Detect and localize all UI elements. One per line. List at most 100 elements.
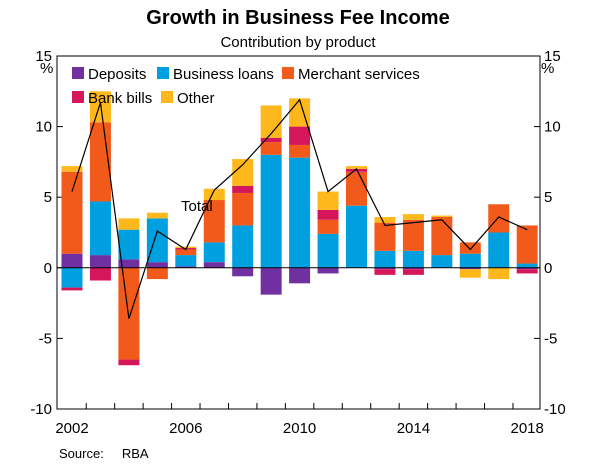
bar-segment bbox=[89, 267, 111, 281]
legend-label-other: Other bbox=[177, 90, 215, 107]
bar-segment bbox=[260, 137, 282, 143]
bar-segment bbox=[374, 269, 396, 275]
legend-swatch-business-loans bbox=[157, 67, 169, 79]
bar-segment bbox=[89, 201, 111, 256]
bar-segment bbox=[431, 215, 453, 217]
bar-segment bbox=[516, 269, 538, 274]
source-note: Source: RBA bbox=[59, 446, 149, 461]
y-tick-label-right: -5 bbox=[544, 330, 557, 347]
legend-label-business-loans: Business loans bbox=[173, 66, 274, 83]
bar-segment bbox=[232, 185, 254, 193]
legend-swatch-merchant-services bbox=[282, 67, 294, 79]
bar-segment bbox=[232, 267, 254, 277]
bar-segment bbox=[118, 359, 140, 366]
bar-segment bbox=[118, 259, 140, 268]
y-tick-label-right: 15 bbox=[544, 48, 561, 65]
bar-segment bbox=[374, 267, 396, 270]
bar-segment bbox=[488, 204, 510, 233]
x-tick-label: 2002 bbox=[55, 420, 88, 437]
axis-ticks bbox=[57, 55, 540, 410]
bar-segment bbox=[289, 126, 311, 145]
bar-segment bbox=[346, 168, 367, 172]
bar-segment bbox=[146, 212, 168, 219]
bar-segment bbox=[232, 225, 254, 268]
bar-segment bbox=[175, 246, 197, 249]
bar-segment bbox=[317, 267, 339, 274]
y-tick-label-right: 0 bbox=[544, 260, 552, 277]
bar-segment bbox=[89, 255, 111, 268]
bar-segment bbox=[317, 191, 339, 210]
legend-swatch-other bbox=[161, 91, 173, 103]
bar-segment bbox=[317, 233, 339, 268]
bar-segment bbox=[431, 216, 453, 256]
y-tick-label-left: 15 bbox=[35, 48, 52, 65]
bar-segment bbox=[203, 242, 225, 263]
bar-segment bbox=[175, 249, 197, 256]
y-tick-label-left: 0 bbox=[44, 260, 52, 277]
bar-segment bbox=[402, 267, 424, 270]
bar-segment bbox=[61, 166, 83, 172]
bar-segment bbox=[459, 253, 481, 268]
bar-segment bbox=[431, 255, 453, 268]
bar-segment bbox=[232, 192, 254, 226]
legend-swatch-deposits bbox=[72, 67, 84, 79]
bar-segment bbox=[374, 222, 396, 251]
y-unit-left: % bbox=[40, 60, 53, 77]
bar-segment bbox=[516, 263, 538, 268]
bar-segment bbox=[260, 105, 282, 138]
bar-segment bbox=[402, 214, 424, 220]
bar-segment bbox=[260, 142, 282, 155]
bar-segment bbox=[232, 159, 254, 186]
bar-segment bbox=[61, 287, 83, 291]
bar-segment bbox=[402, 250, 424, 268]
bar-segment bbox=[118, 229, 140, 260]
bar-segment bbox=[61, 267, 83, 288]
legend-swatch-bank-bills bbox=[72, 91, 84, 103]
bar-segment bbox=[374, 216, 396, 223]
bar-segment bbox=[402, 219, 424, 251]
bar-segment bbox=[260, 267, 282, 295]
bar-segment bbox=[289, 267, 311, 284]
bar-segment bbox=[203, 262, 225, 268]
x-tick-labels: 2002 2006 2010 2014 2018 bbox=[55, 420, 544, 437]
y-tick-label-left: -10 bbox=[30, 401, 52, 418]
bar-segment bbox=[317, 209, 339, 220]
bar-segment bbox=[346, 171, 367, 206]
bar-segment bbox=[203, 200, 225, 243]
bar-segment bbox=[118, 267, 140, 360]
chart-subtitle: Contribution by product bbox=[220, 34, 376, 51]
bar-segment bbox=[402, 269, 424, 275]
chart-title: Growth in Business Fee Income bbox=[146, 7, 449, 29]
bar-segment bbox=[260, 154, 282, 268]
y-tick-label-right: -10 bbox=[544, 401, 566, 418]
bar-segment bbox=[459, 242, 481, 254]
bar-segment bbox=[459, 269, 481, 278]
bar-segment bbox=[516, 267, 538, 270]
bar-segment bbox=[459, 267, 481, 270]
y-tick-label-right: 10 bbox=[544, 119, 561, 136]
bar-segment bbox=[374, 250, 396, 268]
plot-frame bbox=[56, 55, 541, 410]
y-tick-label-right: 5 bbox=[544, 189, 552, 206]
bar-segment bbox=[146, 218, 168, 263]
x-tick-label: 2018 bbox=[511, 420, 544, 437]
bar-segment bbox=[175, 255, 197, 267]
bar-segment bbox=[317, 219, 339, 234]
x-tick-label: 2014 bbox=[397, 420, 430, 437]
x-tick-label: 2006 bbox=[169, 420, 202, 437]
bar-segment bbox=[203, 188, 225, 201]
legend-label-bank-bills: Bank bills bbox=[88, 90, 152, 107]
y-tick-label-left: 5 bbox=[44, 189, 52, 206]
bar-segment bbox=[289, 157, 311, 268]
bar-segment bbox=[289, 144, 311, 158]
bar-segment bbox=[175, 266, 197, 268]
bar-segment bbox=[346, 205, 367, 268]
bar-segment bbox=[61, 171, 83, 254]
y-tick-label-left: 10 bbox=[35, 119, 52, 136]
total-line bbox=[71, 98, 528, 319]
bar-segment bbox=[488, 232, 510, 268]
y-tick-labels: -10 -10 -5 -5 0 0 5 5 10 10 15 15 bbox=[30, 48, 565, 418]
x-tick-label: 2010 bbox=[283, 420, 316, 437]
bar-segment bbox=[516, 225, 538, 264]
